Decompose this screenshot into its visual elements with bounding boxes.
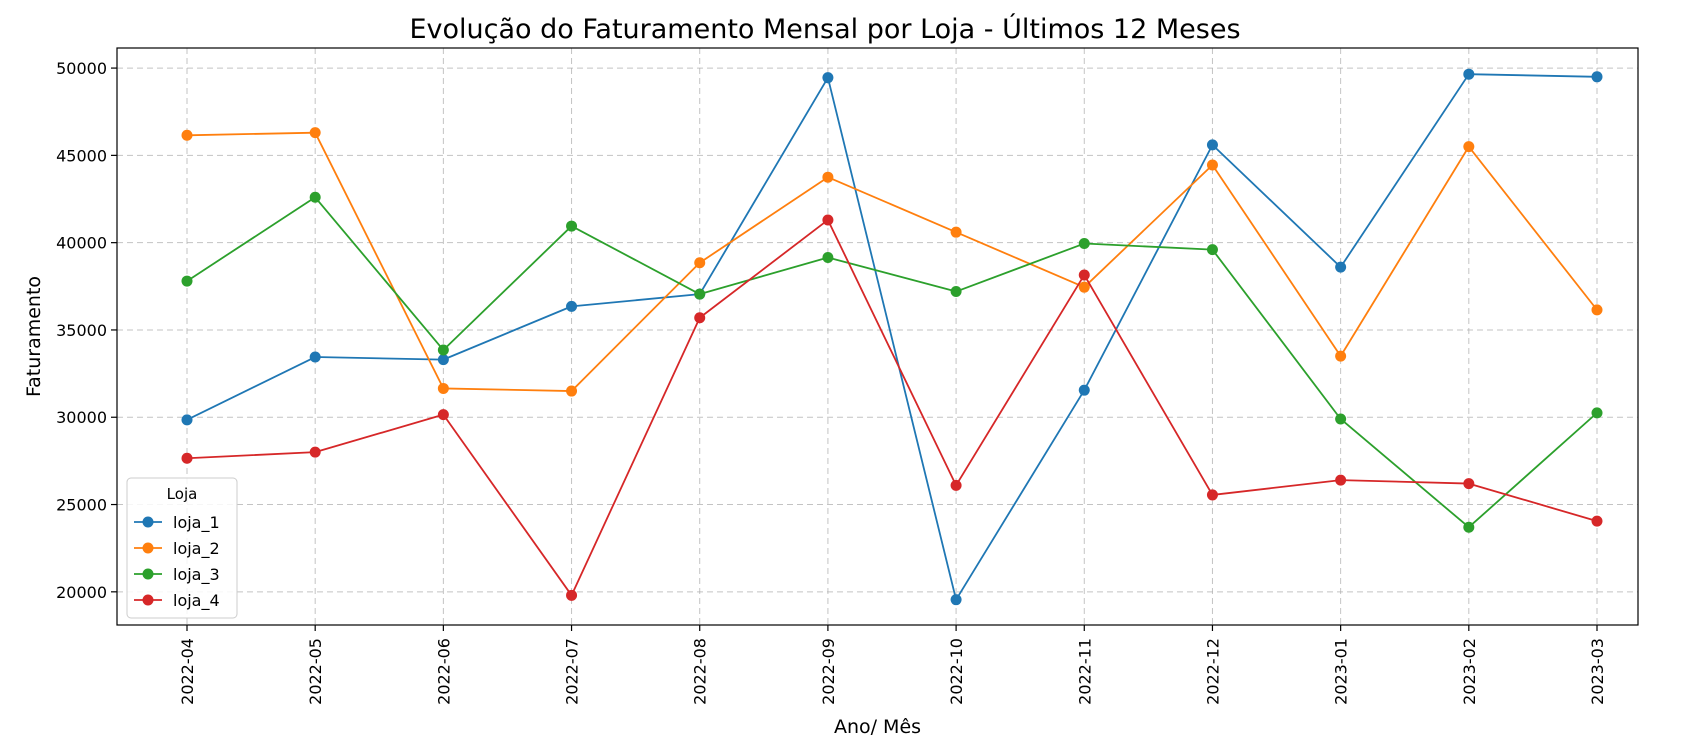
tick-layer: 2022-04 2022-05 2022-06 2022-07 2022-08 2022-… bbox=[56, 59, 1607, 705]
data-point bbox=[1335, 474, 1347, 486]
y-tick-label: 40000 bbox=[56, 234, 107, 253]
data-point bbox=[437, 354, 449, 366]
legend-label: loja_1 bbox=[173, 513, 220, 533]
data-point bbox=[822, 72, 834, 84]
legend-item: loja_3 bbox=[134, 565, 220, 585]
data-point bbox=[181, 414, 193, 426]
data-point bbox=[1591, 407, 1603, 419]
data-point bbox=[1335, 413, 1347, 425]
y-tick-label: 35000 bbox=[56, 321, 107, 340]
chart-title: Evolução do Faturamento Mensal por Loja … bbox=[409, 13, 1240, 45]
series-line bbox=[186, 196, 1598, 529]
y-tick-label: 20000 bbox=[56, 583, 107, 602]
data-point bbox=[181, 129, 193, 141]
legend-label: loja_3 bbox=[173, 565, 220, 585]
x-tick-label: 2023-02 bbox=[1460, 638, 1479, 705]
data-point bbox=[1335, 350, 1347, 362]
data-point bbox=[1335, 261, 1347, 273]
legend-swatch-marker bbox=[142, 542, 154, 554]
plot-frame bbox=[116, 47, 1639, 626]
data-point bbox=[822, 214, 834, 226]
x-tick-label: 2022-07 bbox=[563, 638, 582, 705]
legend-box bbox=[126, 477, 238, 619]
data-point bbox=[566, 220, 578, 232]
data-point bbox=[1078, 384, 1090, 396]
data-point bbox=[1591, 304, 1603, 316]
data-point bbox=[1463, 141, 1475, 153]
x-tick-label: 2022-08 bbox=[691, 638, 710, 705]
data-point bbox=[309, 191, 321, 203]
data-point bbox=[437, 344, 449, 356]
y-tick-label: 45000 bbox=[56, 146, 107, 165]
series-loja_3 bbox=[181, 191, 1603, 533]
x-axis-label: Ano/ Mês bbox=[834, 716, 921, 738]
data-point bbox=[566, 385, 578, 397]
series-line bbox=[186, 219, 1598, 597]
data-point bbox=[309, 351, 321, 363]
x-tick-label: 2023-01 bbox=[1332, 638, 1351, 705]
data-point bbox=[822, 171, 834, 183]
data-point bbox=[1463, 478, 1475, 490]
x-tick-label: 2023-03 bbox=[1588, 638, 1607, 705]
data-point bbox=[437, 382, 449, 394]
data-point bbox=[1463, 68, 1475, 80]
data-point bbox=[1078, 269, 1090, 281]
legend-item: loja_4 bbox=[134, 591, 220, 611]
grid-layer bbox=[117, 48, 1638, 625]
data-point bbox=[1206, 139, 1218, 151]
x-tick-label: 2022-06 bbox=[434, 638, 453, 705]
x-tick-label: 2022-11 bbox=[1075, 638, 1094, 705]
data-point bbox=[1206, 244, 1218, 256]
legend-item: loja_1 bbox=[134, 513, 220, 533]
data-point bbox=[181, 275, 193, 287]
series-line bbox=[186, 73, 1598, 601]
y-tick-label: 50000 bbox=[56, 59, 107, 78]
legend-swatch-marker bbox=[142, 594, 154, 606]
legend: Loja loja_1 loja_2 loja_3 loja_4 bbox=[126, 477, 238, 619]
data-point bbox=[950, 226, 962, 238]
data-point bbox=[1206, 159, 1218, 171]
legend-label: loja_2 bbox=[173, 539, 220, 559]
data-point bbox=[566, 300, 578, 312]
data-point bbox=[950, 594, 962, 606]
data-point bbox=[694, 257, 706, 269]
x-tick-label: 2022-04 bbox=[178, 638, 197, 705]
y-tick-label: 25000 bbox=[56, 496, 107, 515]
data-point bbox=[950, 286, 962, 298]
x-tick-label: 2022-12 bbox=[1203, 638, 1222, 705]
data-point bbox=[950, 479, 962, 491]
data-point bbox=[181, 452, 193, 464]
data-point bbox=[822, 252, 834, 264]
data-point bbox=[694, 288, 706, 300]
data-point bbox=[1078, 238, 1090, 250]
data-point bbox=[566, 589, 578, 601]
y-tick-label: 30000 bbox=[56, 408, 107, 427]
legend-items: loja_1 loja_2 loja_3 loja_4 bbox=[134, 513, 220, 611]
legend-label: loja_4 bbox=[173, 591, 220, 611]
series-loja_4 bbox=[181, 214, 1603, 601]
series-loja_1 bbox=[181, 68, 1603, 606]
data-point bbox=[309, 446, 321, 458]
data-point bbox=[1206, 489, 1218, 501]
series-loja_2 bbox=[181, 127, 1603, 397]
legend-swatch-marker bbox=[142, 568, 154, 580]
data-point bbox=[694, 312, 706, 324]
data-point bbox=[309, 127, 321, 139]
data-point bbox=[1591, 515, 1603, 527]
data-point bbox=[437, 409, 449, 421]
data-point bbox=[1463, 521, 1475, 533]
series-line bbox=[186, 131, 1598, 392]
x-tick-label: 2022-05 bbox=[306, 638, 325, 705]
data-point bbox=[1078, 281, 1090, 293]
x-tick-label: 2022-09 bbox=[819, 638, 838, 705]
legend-swatch-marker bbox=[142, 516, 154, 528]
x-tick-label: 2022-10 bbox=[947, 638, 966, 705]
data-point bbox=[1591, 71, 1603, 83]
series-layer bbox=[181, 68, 1603, 606]
y-axis-label: Faturamento bbox=[23, 276, 45, 397]
legend-title: Loja bbox=[167, 485, 198, 503]
legend-item: loja_2 bbox=[134, 539, 220, 559]
